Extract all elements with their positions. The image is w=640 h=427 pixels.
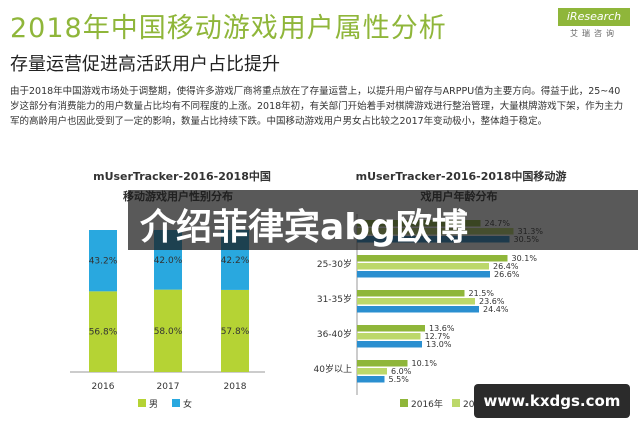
- page-subtitle: 存量运营促进高活跃用户占比提升: [10, 54, 280, 75]
- age-bar-label: 26.6%: [494, 270, 520, 279]
- gender-bar-label: 43.2%: [89, 257, 118, 267]
- age-bar-2017年-3: [357, 333, 421, 340]
- age-bar-2018年-1: [357, 271, 490, 278]
- age-bar-label: 30.1%: [512, 254, 538, 263]
- age-bar-label: 10.1%: [412, 359, 438, 368]
- age-bar-2016年-3: [357, 325, 425, 332]
- age-legend-label: 2016年: [411, 398, 443, 410]
- age-bar-label: 26.4%: [493, 262, 519, 271]
- age-bar-2018年-2: [357, 306, 479, 313]
- age-bar-label: 23.6%: [479, 297, 505, 306]
- age-bar-2017年-1: [357, 263, 489, 270]
- gender-bar-female-2016: [89, 230, 117, 292]
- age-bar-label: 12.7%: [425, 332, 451, 341]
- logo-wordmark: iResearch: [558, 8, 630, 26]
- gender-x-tick-label: 2016: [92, 382, 115, 392]
- gender-bar-male-2016: [89, 291, 117, 372]
- age-bar-label: 6.0%: [391, 367, 412, 376]
- age-bar-label: 13.0%: [426, 340, 452, 349]
- age-chart-title-line1: mUserTracker-2016-2018中国移动游: [356, 169, 567, 183]
- age-bar-2017年-4: [357, 368, 387, 375]
- age-bar-label: 24.4%: [483, 305, 509, 314]
- age-bar-2016年-4: [357, 360, 408, 367]
- gender-bar-label: 42.0%: [154, 256, 183, 266]
- gender-x-tick-label: 2018: [224, 382, 247, 392]
- age-y-tick-label: 25-30岁: [317, 258, 352, 270]
- gender-x-tick-label: 2017: [157, 382, 180, 392]
- age-y-tick-label: 40岁以上: [314, 363, 352, 375]
- logo-subtext: 艾瑞咨询: [570, 29, 618, 38]
- gender-legend-swatch: [172, 399, 180, 407]
- age-bar-2016年-2: [357, 290, 465, 297]
- iresearch-logo: iResearch 艾瑞咨询: [558, 8, 630, 38]
- age-bar-2016年-1: [357, 255, 508, 262]
- gender-chart-title-line1: mUserTracker-2016-2018中国: [93, 169, 271, 183]
- overlay-band: [128, 190, 638, 250]
- gender-legend-swatch: [138, 399, 146, 407]
- gender-bar-label: 42.2%: [221, 256, 250, 266]
- age-y-tick-label: 31-35岁: [317, 293, 352, 305]
- age-bar-label: 5.5%: [389, 375, 410, 384]
- description-paragraph: 由于2018年中国游戏市场处于调整期，使得许多游戏厂商将重点放在了存量运营上，以…: [10, 86, 624, 127]
- gender-bar-label: 58.0%: [154, 327, 183, 337]
- gender-bar-male-2017: [154, 289, 182, 372]
- age-bar-2017年-2: [357, 298, 475, 305]
- age-legend-swatch: [452, 399, 460, 407]
- age-y-tick-label: 36-40岁: [317, 328, 352, 340]
- overlay-caption: 介绍菲律宾abg欧博: [140, 207, 468, 248]
- age-bar-2018年-3: [357, 341, 422, 348]
- gender-legend-label: 女: [183, 398, 192, 410]
- gender-bar-male-2018: [221, 289, 249, 372]
- gender-bar-label: 57.8%: [221, 327, 250, 337]
- gender-legend-label: 男: [149, 399, 158, 410]
- gender-bar-label: 56.8%: [89, 328, 118, 338]
- age-bar-2018年-4: [357, 376, 385, 383]
- age-legend-swatch: [400, 399, 408, 407]
- page-title: 2018年中国移动游戏用户属性分析: [10, 13, 447, 44]
- age-bar-label: 13.6%: [429, 324, 455, 333]
- watermark-badge: www.kxdgs.com: [474, 384, 630, 418]
- age-bar-label: 21.5%: [469, 289, 495, 298]
